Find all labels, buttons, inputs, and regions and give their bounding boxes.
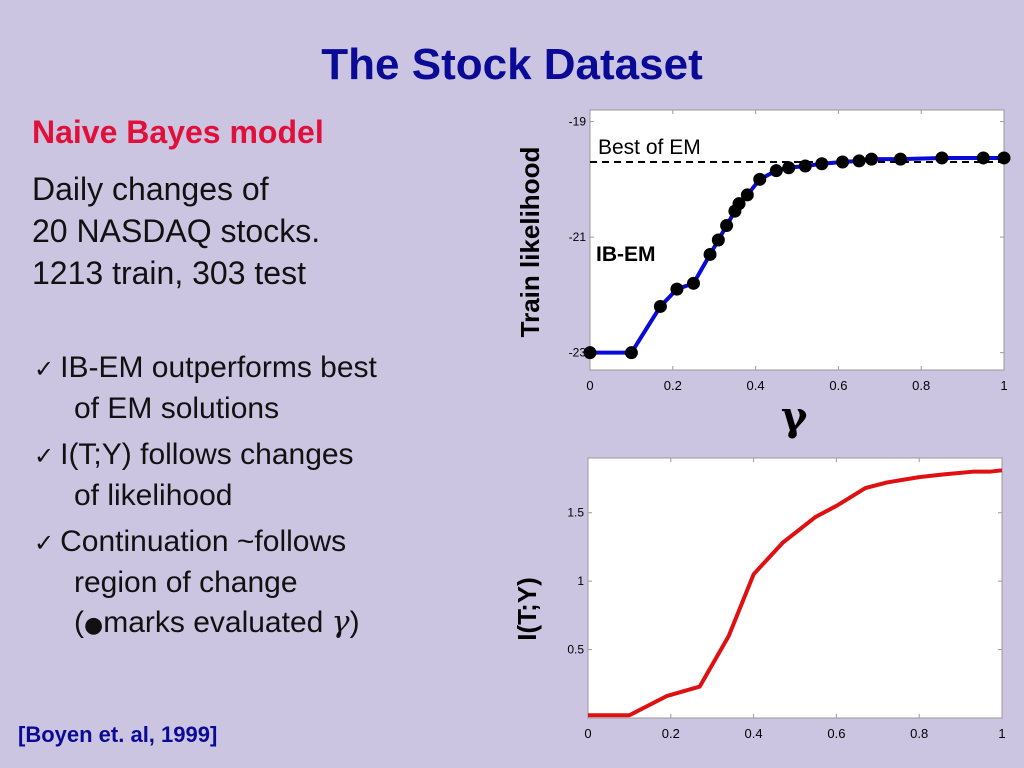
checkmark-icon: ✓ [34,529,55,557]
description-line: 1213 train, 303 test [32,255,306,291]
likelihood-y-axis-label: Train likelihood [515,146,545,338]
x-tick-label: 0 [584,726,591,741]
model-title: Naive Bayes model [32,114,324,150]
checkmark-icon: ✓ [34,442,55,470]
data-point [935,151,949,165]
y-tick-label: -21 [569,230,587,244]
description-line: Daily changes of [32,171,269,207]
bullet-item: ✓ I(T;Y) follows changes of likelihood [34,435,494,516]
bullet-text: region of change [74,566,298,599]
x-tick-label: 0.8 [910,726,928,741]
bullet-text: IB-EM outperforms best [60,351,377,384]
likelihood-chart: 0 0.2 0.4 0.6 0.8 1 -19 -21 -23 Best of EM IB-EM [569,109,1011,393]
series-line [588,468,1003,718]
y-tick-label: 0.5 [567,643,584,657]
bullet-text: I(T;Y) follows changes [60,438,354,471]
plot-area [587,457,1003,719]
plot-area [589,109,1005,371]
dataset-description: Daily changes of 20 NASDAQ stocks. 1213 … [32,168,320,294]
citation: [Boyen et. al, 1999] [18,722,218,747]
bullet-text: of EM solutions [74,392,280,425]
data-point [711,233,725,247]
marks-text: marks evaluated [103,606,332,639]
paren-open: ( [74,606,84,639]
data-point [894,152,907,166]
x-tick-label: 0.6 [829,378,847,393]
x-tick-label: 0.4 [745,726,763,741]
data-point [997,151,1011,165]
best-of-em-label: Best of EM [598,136,701,159]
bullet-dot-icon: ● [84,613,104,638]
likelihood-x-axis-label: γ [781,393,808,440]
data-point [753,172,767,186]
bullet-text: of likelihood [74,479,233,512]
data-point [836,155,850,169]
data-point [687,276,700,290]
information-chart: 0 0.2 0.4 0.6 0.8 1 0.5 1 1.5 [567,457,1006,741]
data-point [653,299,667,313]
data-point [703,247,717,261]
series-name-label: IB-EM [596,243,656,266]
data-point [624,346,638,360]
y-tick-label: 1 [577,574,584,588]
data-point [798,159,812,173]
x-tick-label: 1 [1000,378,1007,393]
bullet-text-line3: (●marks evaluated γ) [34,603,494,646]
information-y-axis-label: I(T;Y) [512,577,542,641]
x-tick-label: 1 [998,726,1005,741]
data-point [976,151,990,165]
x-tick-label: 0.6 [827,726,845,741]
data-point [583,346,597,360]
x-tick-label: 0.2 [664,378,682,393]
x-tick-label: 0.2 [662,726,680,741]
data-point [815,157,829,171]
data-point [670,282,684,296]
x-tick-label: 0.4 [747,378,765,393]
data-point [740,188,754,202]
data-point [720,219,734,233]
y-tick-label: 1.5 [567,506,584,520]
slide-title: The Stock Dataset [321,40,703,89]
bullet-text: Continuation ~follows [60,525,347,558]
y-tick-label: -19 [569,115,587,129]
y-tick-label: -23 [569,346,587,360]
data-point [865,152,879,166]
data-point [769,164,783,178]
findings-list: ✓ IB-EM outperforms best of EM solutions … [34,348,494,652]
checkmark-icon: ✓ [34,355,55,383]
data-point [782,161,796,175]
bullet-item: ✓ Continuation ~follows region of change … [34,522,494,646]
x-tick-label: 0.8 [912,378,930,393]
description-line: 20 NASDAQ stocks. [32,213,321,249]
bullet-item: ✓ IB-EM outperforms best of EM solutions [34,348,494,429]
data-point [852,154,866,168]
gamma-symbol: γ [331,605,350,640]
paren-close: ) [349,606,360,639]
x-tick-label: 0 [586,378,593,393]
data-point [732,197,746,211]
